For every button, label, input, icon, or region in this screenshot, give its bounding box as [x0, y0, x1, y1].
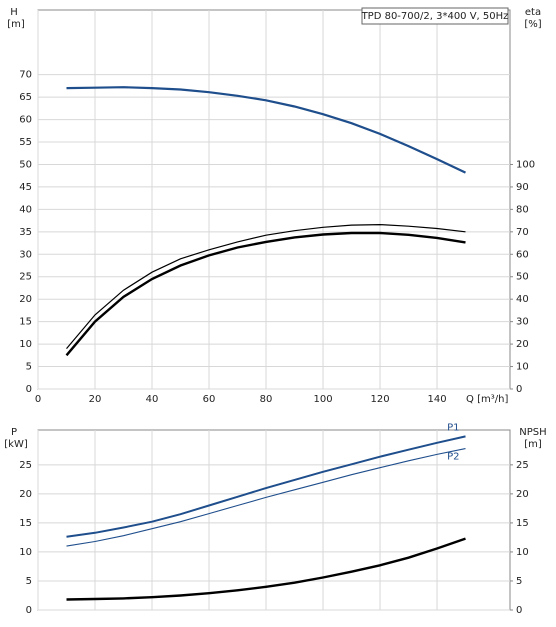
x-tick-label: 100: [313, 394, 332, 405]
y2-tick-label: 100: [516, 159, 535, 170]
y-tick-label: 15: [19, 317, 32, 328]
plot-area: [37, 9, 511, 390]
y2-tick-label: 40: [516, 294, 529, 305]
y-tick-label: 45: [19, 182, 32, 193]
y2-tick-label: 50: [516, 272, 529, 283]
curve: [66, 86, 466, 174]
y-tick-label: 70: [19, 70, 32, 81]
y-tick-label: 0: [26, 605, 32, 616]
curve-label: P1: [447, 422, 459, 433]
y-tick-label: 25: [19, 272, 32, 283]
x-tick-label: 140: [427, 394, 446, 405]
x-tick-label: 40: [146, 394, 159, 405]
y2-tick-label: 10: [516, 547, 529, 558]
y-tick-label: 10: [19, 547, 32, 558]
title-box: [361, 7, 509, 25]
y2-tick-label: 20: [516, 339, 529, 350]
x-axis-label: Q [m³/h]: [466, 394, 508, 405]
curve: [66, 537, 466, 601]
y-tick-label: 0: [26, 384, 32, 395]
y2-axis-label: NPSH: [519, 427, 546, 438]
curve: [66, 448, 466, 547]
y2-tick-label: 90: [516, 182, 529, 193]
x-tick-label: 20: [89, 394, 102, 405]
chart-title: TPD 80-700/2, 3*400 V, 50Hz: [361, 11, 509, 22]
y2-tick-label: 15: [516, 518, 529, 529]
y-tick-label: 35: [19, 227, 32, 238]
y2-tick-label: 0: [516, 605, 522, 616]
y-tick-label: 20: [19, 294, 32, 305]
y2-axis-unit: [m]: [524, 439, 542, 450]
curve: [65, 231, 466, 357]
curve: [66, 223, 466, 349]
y2-axis-unit: [%]: [524, 19, 541, 30]
y2-tick-label: 10: [516, 362, 529, 373]
y-tick-label: 5: [26, 576, 32, 587]
curve-label: P2: [447, 452, 459, 463]
y-tick-label: 25: [19, 460, 32, 471]
y-tick-label: 15: [19, 518, 32, 529]
y-axis-label: P: [11, 427, 17, 438]
x-tick-label: 120: [370, 394, 389, 405]
y2-tick-label: 25: [516, 460, 529, 471]
y2-tick-label: 0: [516, 384, 522, 395]
y-tick-label: 65: [19, 92, 32, 103]
y-axis-label: H: [10, 7, 18, 18]
curve: [66, 435, 466, 538]
y-tick-label: 10: [19, 339, 32, 350]
y2-tick-label: 20: [516, 489, 529, 500]
y2-tick-label: 5: [516, 576, 522, 587]
y-tick-label: 20: [19, 489, 32, 500]
y-tick-label: 5: [26, 362, 32, 373]
y-axis-unit: [kW]: [4, 439, 28, 450]
y2-tick-label: 80: [516, 204, 529, 215]
x-tick-label: 80: [260, 394, 273, 405]
y-tick-label: 50: [19, 159, 32, 170]
y-axis-unit: [m]: [7, 19, 25, 30]
y2-axis-label: eta: [525, 7, 541, 18]
x-tick-label: 0: [35, 394, 41, 405]
y-tick-label: 55: [19, 137, 32, 148]
x-tick-label: 60: [203, 394, 216, 405]
y-tick-label: 60: [19, 115, 32, 126]
y-tick-label: 40: [19, 204, 32, 215]
plot-area: [37, 429, 511, 611]
y2-tick-label: 30: [516, 317, 529, 328]
y2-tick-label: 70: [516, 227, 529, 238]
y2-tick-label: 60: [516, 249, 529, 260]
y-tick-label: 30: [19, 249, 32, 260]
